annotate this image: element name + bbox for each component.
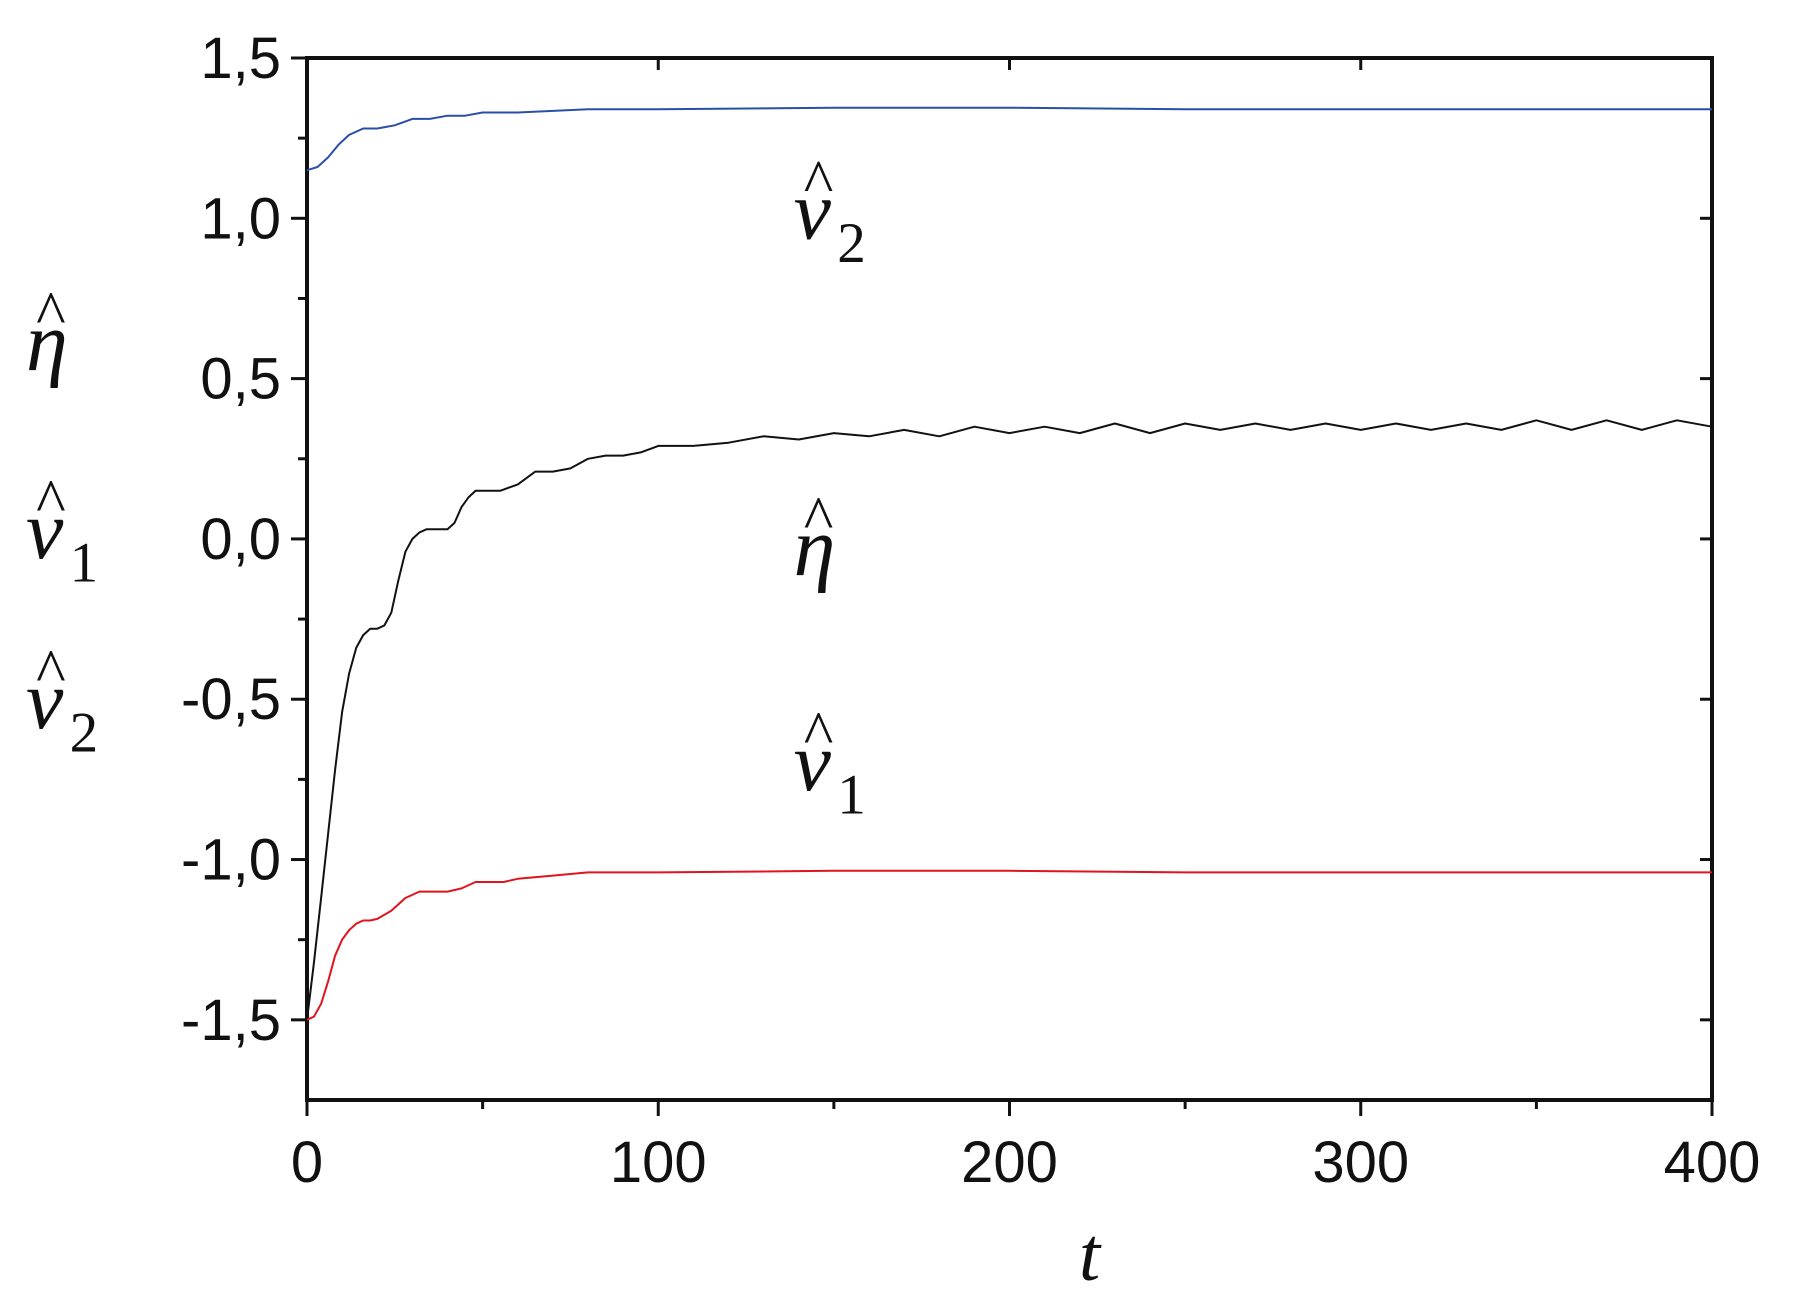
y-axis-label-0-base: η bbox=[26, 296, 68, 389]
axis-labels: tη^v^1v^2 bbox=[26, 279, 1102, 1297]
y-axis-label-2: v^2 bbox=[26, 637, 98, 765]
curve-label-2-hat: ^ bbox=[804, 698, 834, 768]
x-tick-label: 200 bbox=[961, 1130, 1058, 1195]
curve-label-0-hat: ^ bbox=[804, 147, 834, 217]
y-tick-label: 1,0 bbox=[200, 186, 281, 251]
curve-label-1: η^ bbox=[794, 484, 836, 594]
series-line-v2 bbox=[306, 106, 1712, 172]
y-axis-label-2-base: v bbox=[26, 654, 64, 747]
curve-label-2-sub: 1 bbox=[837, 763, 866, 826]
y-tick-label: 1,5 bbox=[200, 26, 281, 91]
plot-border bbox=[305, 56, 1714, 1102]
curve-label-0: v^2 bbox=[794, 147, 866, 275]
x-tick-label: 400 bbox=[1664, 1130, 1761, 1195]
curve-label-1-base: η bbox=[794, 501, 836, 594]
y-axis-label-1: v^1 bbox=[26, 467, 98, 595]
y-axis-label-0: η^ bbox=[26, 279, 68, 389]
curve-label-0-sub: 2 bbox=[837, 212, 866, 275]
curve-label-1-hat: ^ bbox=[804, 484, 834, 554]
y-tick-label: -1,0 bbox=[181, 828, 281, 893]
y-axis-label-1-hat: ^ bbox=[36, 467, 66, 537]
x-axis-label: t bbox=[1079, 1213, 1102, 1297]
y-tick-label: 0,0 bbox=[200, 507, 281, 572]
series-line-v1 bbox=[306, 869, 1712, 1021]
y-tick-label: 0,5 bbox=[200, 347, 281, 412]
series-group bbox=[306, 106, 1713, 1021]
y-axis-label-2-hat: ^ bbox=[36, 637, 66, 707]
curve-label-0-base: v bbox=[794, 164, 832, 257]
y-axis-label-2-sub: 2 bbox=[70, 702, 99, 765]
x-tick-label: 300 bbox=[1312, 1130, 1409, 1195]
y-axis-label-0-hat: ^ bbox=[36, 279, 66, 349]
x-axis: 0 100 200 300 400 bbox=[291, 58, 1761, 1195]
x-tick-label: 100 bbox=[610, 1130, 707, 1195]
curve-label-2-base: v bbox=[794, 716, 832, 809]
y-tick-label: -0,5 bbox=[181, 667, 281, 732]
y-axis: 1,5 1,0 0,5 0,0 -0,5 -1,0 -1,5 bbox=[181, 26, 1712, 1053]
x-tick-label: 0 bbox=[291, 1130, 323, 1195]
y-tick-label: -1,5 bbox=[181, 988, 281, 1053]
plot-frame bbox=[305, 56, 1714, 1102]
y-axis-label-1-sub: 1 bbox=[70, 532, 99, 595]
y-axis-label-1-base: v bbox=[26, 484, 64, 577]
curve-annotations: v^2η^v^1 bbox=[794, 147, 866, 826]
curve-label-2: v^1 bbox=[794, 698, 866, 826]
series-line-eta bbox=[306, 419, 1713, 1020]
